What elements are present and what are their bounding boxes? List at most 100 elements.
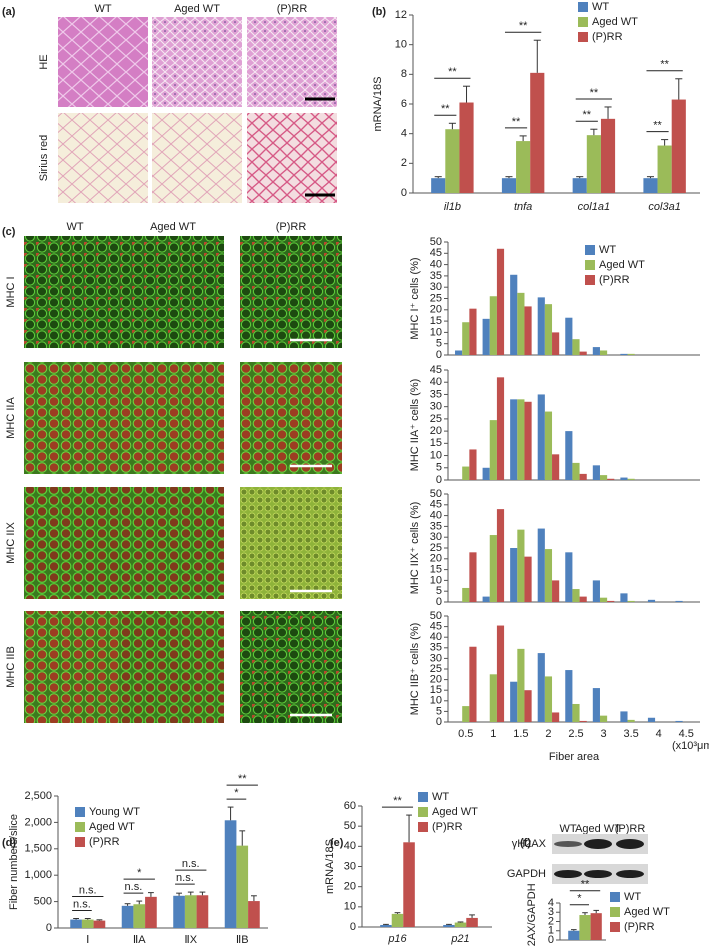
panel-label: (b)	[372, 6, 386, 18]
bar	[496, 509, 505, 602]
bar	[599, 350, 608, 355]
y-tick-label: 0	[436, 596, 442, 608]
x-tick-label: 3.5	[623, 728, 638, 740]
panel-label: (e)	[330, 837, 344, 849]
bar	[675, 600, 683, 602]
panel-label: (a)	[2, 6, 16, 18]
bar	[620, 353, 628, 355]
bar	[403, 842, 415, 927]
bar	[647, 599, 656, 602]
y-tick-label: 10	[430, 695, 442, 707]
bar	[530, 72, 545, 193]
bar	[565, 431, 573, 480]
x-tick-label: col3a1	[648, 201, 680, 213]
x-tick-label: 2	[545, 728, 551, 740]
y-tick-label: 20	[430, 674, 442, 686]
y-tick-label: 1,500	[24, 843, 52, 855]
bar	[510, 681, 518, 722]
bar	[544, 549, 553, 602]
bar	[592, 580, 600, 602]
bar	[657, 145, 672, 193]
y-tick-label: 10	[430, 326, 442, 338]
bar	[544, 411, 553, 480]
bar	[70, 919, 82, 928]
y-tick-label: 2	[401, 157, 407, 169]
micrograph	[58, 113, 148, 203]
column-label: Aged WT	[150, 221, 196, 233]
bar	[489, 296, 497, 355]
micrograph	[58, 17, 148, 107]
bar	[510, 399, 518, 480]
y-tick-label: 25	[430, 542, 442, 554]
y-tick-label: 12	[395, 9, 407, 21]
significance-label: *	[577, 893, 582, 905]
significance-label: n.s.	[73, 898, 91, 910]
y-tick-label: 10	[430, 574, 442, 586]
significance-label: **	[238, 773, 247, 785]
bar	[579, 915, 591, 940]
column-label: WT	[66, 221, 83, 233]
bar	[462, 466, 470, 480]
bar	[627, 478, 635, 480]
bar	[489, 674, 497, 722]
panel-label: (c)	[2, 226, 16, 238]
significance-label: **	[590, 87, 599, 99]
significance-label: **	[448, 66, 457, 78]
legend-swatch	[418, 822, 428, 832]
y-tick-label: 5	[436, 462, 442, 474]
y-tick-label: 6	[401, 98, 407, 110]
bar	[552, 332, 560, 355]
y-tick-label: 30	[430, 401, 442, 413]
y-tick-label: 60	[344, 800, 356, 812]
bar	[391, 913, 404, 927]
x-tick-label: 4.5	[679, 728, 694, 740]
bar	[145, 896, 157, 928]
micrograph	[122, 236, 224, 348]
y-tick-label: 15	[430, 437, 442, 449]
y-tick-label: 1,000	[24, 869, 52, 881]
bar	[565, 552, 573, 602]
column-label: (P)RR	[615, 823, 646, 835]
y-tick-label: 1	[548, 925, 554, 937]
significance-label: **	[653, 120, 662, 132]
bar	[671, 99, 686, 193]
bar	[599, 715, 608, 722]
legend-label: (P)RR	[624, 921, 655, 933]
bar	[620, 477, 628, 480]
y-tick-label: 25	[430, 413, 442, 425]
y-tick-label: 35	[430, 388, 442, 400]
significance-label: **	[393, 795, 402, 807]
bar	[590, 913, 602, 940]
micrograph	[122, 611, 224, 723]
y-tick-label: 45	[430, 621, 442, 633]
blot-band	[616, 870, 644, 878]
significance-label: **	[581, 879, 590, 891]
legend-swatch	[578, 17, 588, 27]
y-axis-label: γH2AX/GAPDH	[526, 883, 538, 947]
bar	[607, 600, 615, 602]
bar	[443, 924, 455, 927]
bar	[620, 593, 628, 602]
column-label: Aged WT	[575, 823, 621, 835]
bar	[248, 901, 260, 928]
x-tick-label: 4	[656, 728, 662, 740]
bar	[572, 589, 580, 602]
significance-label: **	[441, 103, 450, 115]
y-tick-label: 35	[430, 520, 442, 532]
y-tick-label: 10	[395, 39, 407, 51]
micrograph	[152, 17, 242, 107]
bar	[572, 462, 580, 480]
y-tick-label: 40	[344, 840, 356, 852]
y-tick-label: 5	[436, 338, 442, 350]
bar	[496, 377, 505, 480]
legend-swatch	[418, 792, 428, 802]
micrograph	[247, 17, 337, 107]
row-label: Sirius red	[38, 135, 50, 181]
column-label: WT	[94, 3, 111, 15]
y-tick-label: 25	[430, 292, 442, 304]
panel-label: (d)	[2, 837, 16, 849]
row-label: γH2AX	[512, 838, 547, 850]
bar	[675, 720, 683, 722]
y-tick-label: 10	[430, 449, 442, 461]
